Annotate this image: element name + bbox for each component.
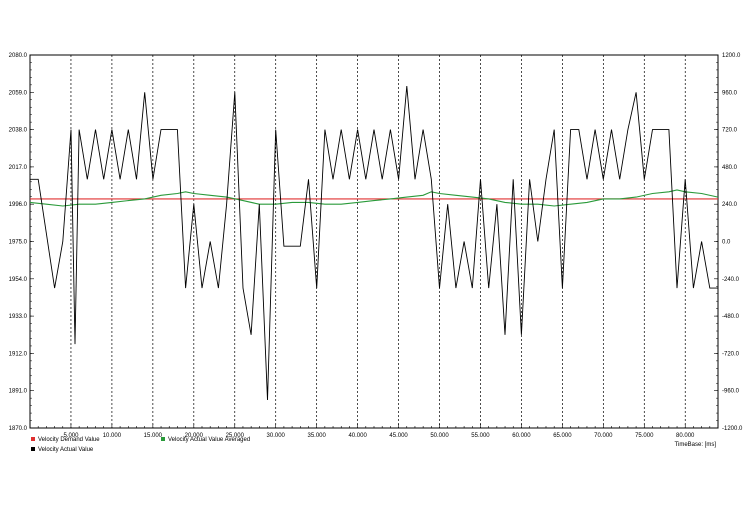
x-tick-label: 75.000 bbox=[635, 433, 654, 439]
y-left-tick-label: 2080.0 bbox=[9, 53, 28, 59]
y-left-tick-label: 1912.0 bbox=[9, 351, 28, 357]
x-tick-label: 55.000 bbox=[471, 433, 490, 439]
y-left-tick-label: 2017.0 bbox=[9, 165, 28, 171]
x-tick-label: 10.000 bbox=[103, 433, 122, 439]
y-right-tick-label: -720.0 bbox=[722, 351, 740, 357]
y-left-tick-label: 2038.0 bbox=[9, 128, 28, 134]
y-left-tick-label: 1954.0 bbox=[9, 277, 28, 283]
x-tick-label: 45.000 bbox=[389, 433, 408, 439]
x-tick-label: 15.000 bbox=[144, 433, 163, 439]
y-left-tick-label: 1933.0 bbox=[9, 314, 28, 320]
y-left-tick-label: 1891.0 bbox=[9, 389, 28, 395]
y-right-tick-label: -240.0 bbox=[722, 277, 740, 283]
x-tick-label: 20.000 bbox=[185, 433, 204, 439]
y-right-tick-label: -960.0 bbox=[722, 389, 740, 395]
y-right-tick-label: 480.0 bbox=[722, 165, 738, 171]
y-left-tick-label: 2059.0 bbox=[9, 90, 28, 96]
x-tick-label: 80.000 bbox=[676, 433, 695, 439]
legend-swatch bbox=[31, 447, 35, 451]
x-tick-label: 65.000 bbox=[553, 433, 572, 439]
legend-label: Velocity Actual Value Averaged bbox=[168, 437, 250, 443]
plot-area bbox=[29, 54, 719, 429]
y-right-tick-label: 1200.0 bbox=[722, 53, 741, 59]
series-line bbox=[30, 86, 718, 401]
legend-label: Velocity Actual Value bbox=[38, 447, 94, 453]
y-left-tick-label: 1996.0 bbox=[9, 202, 28, 208]
x-tick-label: 40.000 bbox=[348, 433, 367, 439]
y-left-tick-label: 1975.0 bbox=[9, 240, 28, 246]
x-tick-label: 5.000 bbox=[63, 433, 79, 439]
x-tick-label: 30.000 bbox=[267, 433, 286, 439]
x-tick-label: 35.000 bbox=[307, 433, 326, 439]
y-right-tick-label: 960.0 bbox=[722, 90, 738, 96]
legend-swatch bbox=[31, 437, 35, 441]
y-right-tick-label: -1200.0 bbox=[722, 426, 743, 432]
legend-label: Velocity Demand Value bbox=[38, 437, 100, 443]
y-right-tick-label: 720.0 bbox=[722, 128, 738, 134]
y-right-tick-label: 240.0 bbox=[722, 202, 738, 208]
x-tick-label: 50.000 bbox=[430, 433, 449, 439]
series-line bbox=[29, 189, 719, 207]
x-tick-label: 25.000 bbox=[226, 433, 245, 439]
x-tick-label: 70.000 bbox=[594, 433, 613, 439]
x-tick-label: 60.000 bbox=[512, 433, 531, 439]
legend-swatch bbox=[161, 437, 165, 441]
x-axis-title: TimeBase: [ms] bbox=[675, 442, 717, 448]
y-left-tick-label: 1870.0 bbox=[9, 426, 28, 432]
y-right-tick-label: 0.0 bbox=[722, 240, 731, 246]
y-right-tick-label: -480.0 bbox=[722, 314, 740, 320]
